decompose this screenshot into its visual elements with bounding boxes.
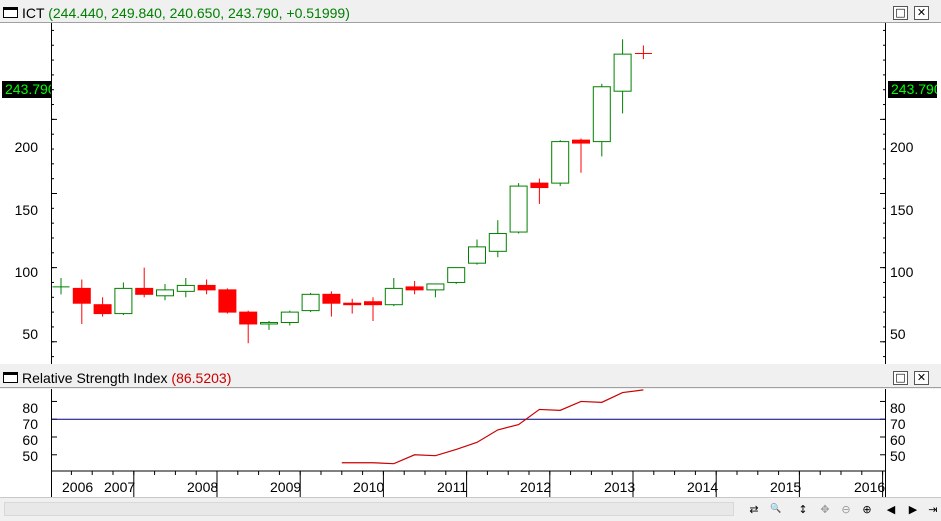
candle-body [93, 304, 112, 315]
price-left-tick: 150 [14, 202, 38, 218]
rsi-pane-title: Relative Strength Index (86.5203) [22, 370, 231, 386]
rsi-right-tick: 70 [890, 416, 906, 432]
candle-body [280, 311, 299, 323]
rsi-right-tick: 60 [890, 432, 906, 448]
restore-button[interactable]: □ [893, 6, 908, 20]
rsi-chart [51, 389, 886, 497]
zoom-in-icon[interactable]: ⊕ [862, 503, 872, 516]
candle-body [572, 139, 590, 144]
candle-body [509, 185, 528, 233]
rsi-plot-area[interactable] [51, 389, 886, 497]
candle-body [72, 287, 91, 304]
window-icon [3, 372, 18, 383]
x-year-label: 2011 [437, 479, 468, 495]
candle-body [405, 286, 424, 291]
candle-body [260, 321, 278, 325]
price-right-tick: 150 [890, 202, 914, 218]
rsi-left-tick: 70 [22, 416, 38, 432]
first-icon[interactable]: ◀ [886, 503, 896, 516]
x-year-label: 2014 [687, 479, 719, 495]
window-icon [3, 7, 18, 18]
rsi-right-axis: 80 70 60 50 [886, 389, 941, 497]
candle-body [322, 293, 341, 304]
zoom-icon[interactable]: 🔍 [770, 504, 782, 514]
rsi-right-tick: 50 [890, 448, 906, 464]
x-year-label: 2012 [520, 479, 552, 495]
candle-body [301, 293, 320, 312]
rsi-left-tick: 80 [22, 400, 38, 416]
candle-body [551, 141, 570, 184]
x-year-label: 2008 [187, 479, 219, 495]
last-price-left: 243.790 [2, 81, 53, 98]
candle-body [468, 246, 486, 264]
x-year-label: 2007 [104, 479, 136, 495]
candle-body [530, 182, 549, 189]
pan-icon[interactable]: ✥ [820, 503, 830, 516]
candle-body [197, 284, 216, 291]
scroll-right-icon[interactable]: ▶ [908, 503, 918, 516]
x-year-label: 2013 [604, 479, 636, 495]
price-chart [51, 23, 886, 364]
candle-body [447, 267, 466, 283]
price-right-tick: 100 [890, 264, 914, 280]
last-icon[interactable]: ⇥ [928, 503, 938, 516]
price-pane-title: ICT (244.440, 249.840, 240.650, 243.790,… [22, 5, 350, 21]
ohlc-readout: (244.440, 249.840, 240.650, 243.790, +0.… [48, 5, 350, 21]
x-year-label: 2006 [62, 479, 94, 495]
candle-body [592, 86, 611, 143]
x-year-label: 2010 [353, 479, 385, 495]
price-left-tick: 200 [14, 139, 38, 155]
sync-icon[interactable]: ⇄ [749, 503, 759, 516]
candle-body [239, 311, 258, 325]
x-year-label: 2009 [270, 479, 302, 495]
price-plot-area[interactable] [51, 23, 886, 364]
close-button[interactable]: ✕ [914, 371, 929, 385]
candle-body [343, 302, 362, 306]
candle-body [135, 287, 154, 295]
candle-body [114, 287, 133, 315]
candle-body [613, 53, 632, 92]
candle-body [156, 289, 174, 297]
price-left-tick: 100 [14, 264, 38, 280]
horizontal-scrollbar[interactable] [4, 502, 734, 516]
symbol-label: ICT [22, 5, 45, 21]
price-right-tick: 200 [890, 139, 914, 155]
zoom-out-icon[interactable]: ⊖ [841, 503, 851, 516]
vertical-resize-icon[interactable]: ↕ [798, 503, 808, 516]
rsi-series-line [341, 389, 644, 465]
candle-body [426, 283, 445, 291]
rsi-left-axis: 80 70 60 50 [0, 389, 51, 497]
rsi-left-tick: 50 [22, 448, 38, 464]
price-pane-titlebar: ICT (244.440, 249.840, 240.650, 243.790,… [0, 3, 941, 23]
rsi-pane-titlebar: Relative Strength Index (86.5203) □ ✕ [0, 368, 941, 388]
price-left-axis: 200 150 100 50 [0, 23, 51, 364]
candle-body [488, 233, 507, 252]
price-right-axis: 200 150 100 50 [886, 23, 941, 364]
rsi-value-readout: (86.5203) [171, 370, 232, 386]
rsi-right-tick: 80 [890, 400, 906, 416]
last-price-right: 243.790 [888, 81, 937, 98]
candle-body [218, 289, 237, 313]
candle-body [364, 301, 382, 306]
candle-body [176, 284, 195, 292]
restore-button[interactable]: □ [893, 371, 908, 385]
x-year-label: 2015 [770, 479, 802, 495]
status-bar: ⇄ 🔍 ↕ ✥ ⊖ ⊕ ◀ ◀ ▶ ⇥ [0, 497, 941, 521]
candle-body [384, 287, 403, 306]
rsi-left-tick: 60 [22, 432, 38, 448]
close-button[interactable]: ✕ [914, 6, 929, 20]
price-right-tick: 50 [890, 326, 906, 342]
x-year-label: 2016 [854, 479, 886, 495]
price-left-tick: 50 [22, 326, 38, 342]
rsi-title-label: Relative Strength Index [22, 370, 168, 386]
